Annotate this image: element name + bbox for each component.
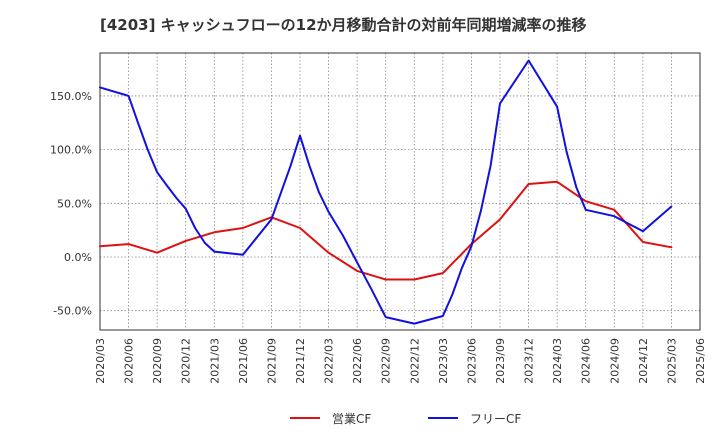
x-tick-label: 2024/06 [580, 338, 593, 384]
x-tick-label: 2024/09 [608, 338, 621, 384]
y-tick-label: 150.0% [50, 90, 92, 103]
series-lines [99, 59, 673, 325]
chart-title: [4203] キャッシュフローの12か月移動合計の対前年同期増減率の推移 [100, 16, 587, 34]
x-tick-label: 2022/06 [351, 338, 364, 384]
x-tick-label: 2024/12 [637, 338, 650, 384]
x-tick-label: 2023/12 [523, 338, 536, 384]
x-tick-label: 2020/09 [151, 338, 164, 384]
x-tick-label: 2021/06 [237, 338, 250, 384]
x-tick-label: 2025/03 [665, 338, 678, 384]
x-tick-label: 2020/12 [180, 338, 193, 384]
x-tick-label: 2020/03 [94, 338, 107, 384]
x-tick-label: 2021/03 [208, 338, 221, 384]
y-axis-ticks: -50.0% 0.0% 50.0% 100.0% 150.0% [50, 90, 92, 318]
y-tick-label: -50.0% [53, 305, 92, 318]
series-line-free-cf [99, 59, 673, 325]
x-tick-label: 2022/12 [408, 338, 421, 384]
x-tick-label: 2023/09 [494, 338, 507, 384]
plot-area-frame [99, 52, 701, 331]
legend-label-operating-cf: 営業CF [332, 412, 371, 426]
x-tick-label: 2022/03 [323, 338, 336, 384]
x-tick-label: 2021/09 [265, 338, 278, 384]
series-line-operating-cf [99, 180, 673, 281]
y-tick-label: 50.0% [57, 197, 92, 210]
x-tick-label: 2021/12 [294, 338, 307, 384]
legend: 営業CF フリーCF [290, 412, 521, 426]
grid-lines [100, 53, 700, 330]
x-tick-label: 2023/03 [437, 338, 450, 384]
x-axis-ticks: 2020/03 2020/06 2020/09 2020/12 2021/03 2021/… [94, 338, 707, 384]
x-tick-label: 2022/09 [380, 338, 393, 384]
x-tick-label: 2020/06 [123, 338, 136, 384]
x-tick-label: 2024/03 [551, 338, 564, 384]
y-tick-label: 0.0% [64, 251, 92, 264]
x-tick-label: 2025/06 [694, 338, 707, 384]
legend-label-free-cf: フリーCF [470, 412, 521, 426]
y-tick-label: 100.0% [50, 144, 92, 157]
x-tick-label: 2023/06 [465, 338, 478, 384]
